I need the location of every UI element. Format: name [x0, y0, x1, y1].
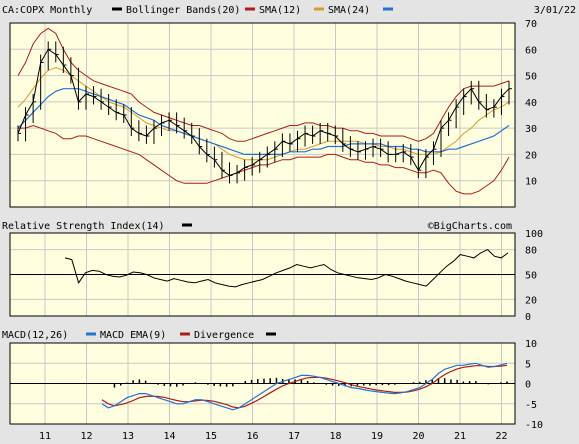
macd-ytick-label: 5: [525, 359, 531, 370]
price-ytick-label: 30: [525, 124, 537, 135]
x-axis-label: 21: [454, 431, 466, 442]
rsi-ytick-label: 20: [525, 295, 537, 306]
price-ytick-label: 20: [525, 150, 537, 161]
x-axis-label: 12: [80, 431, 92, 442]
macd-legend-label-ema: MACD EMA(9): [100, 330, 166, 341]
price-ytick-label: 70: [525, 19, 537, 30]
x-axis-label: 14: [163, 431, 175, 442]
x-axis-label: 13: [122, 431, 134, 442]
legend-label-sma12: SMA(12): [259, 5, 301, 16]
x-axis-label: 19: [371, 431, 383, 442]
legend-label-bollinger: Bollinger Bands(20): [126, 5, 240, 16]
price-ytick-label: 40: [525, 98, 537, 109]
sma24-line: [17, 88, 510, 155]
chart-date: 3/01/22: [534, 5, 576, 16]
price-ytick-label: 10: [525, 177, 537, 188]
rsi-ytick-label: 50: [525, 271, 537, 282]
x-axis-label: 11: [39, 431, 51, 442]
price-panel: [9, 22, 516, 208]
bollinger-lower-band: [18, 124, 510, 195]
x-axis-label: 17: [288, 431, 300, 442]
macd-line: [101, 362, 508, 411]
macd-signal-line: [101, 364, 508, 409]
macd-ytick-label: 10: [525, 339, 537, 350]
rsi-ytick-label: 80: [525, 246, 537, 257]
macd-legend-label-divergence: Divergence: [194, 330, 254, 341]
x-axis-label: 20: [412, 431, 424, 442]
rsi-title: Relative Strength Index(14): [2, 221, 165, 232]
legend-label-sma24: SMA(24): [328, 5, 370, 16]
price-ytick-label: 60: [525, 45, 537, 56]
price-title: CA:COPX Monthly: [2, 5, 92, 16]
x-axis-label: 18: [329, 431, 341, 442]
x-axis-label: 22: [495, 431, 507, 442]
macd-panel-border: [9, 342, 516, 425]
price-panel-border: [9, 22, 516, 208]
price-line: [17, 48, 510, 177]
rsi-panel-border: [9, 232, 516, 317]
rsi-ytick-label: 0: [525, 312, 531, 323]
bollinger-upper-band: [17, 27, 510, 142]
rsi-ytick-label: 100: [525, 229, 543, 240]
x-axis-label: 16: [246, 431, 258, 442]
macd-ytick-label: -10: [525, 420, 543, 431]
macd-ytick-label: 0: [525, 380, 531, 391]
macd-ytick-label: -5: [525, 400, 537, 411]
price-ytick-label: 50: [525, 72, 537, 83]
x-axis-label: 15: [205, 431, 217, 442]
bigcharts-watermark: ©BigCharts.com: [428, 221, 512, 232]
rsi-line: [64, 248, 509, 288]
macd-title: MACD(12,26): [2, 330, 68, 341]
